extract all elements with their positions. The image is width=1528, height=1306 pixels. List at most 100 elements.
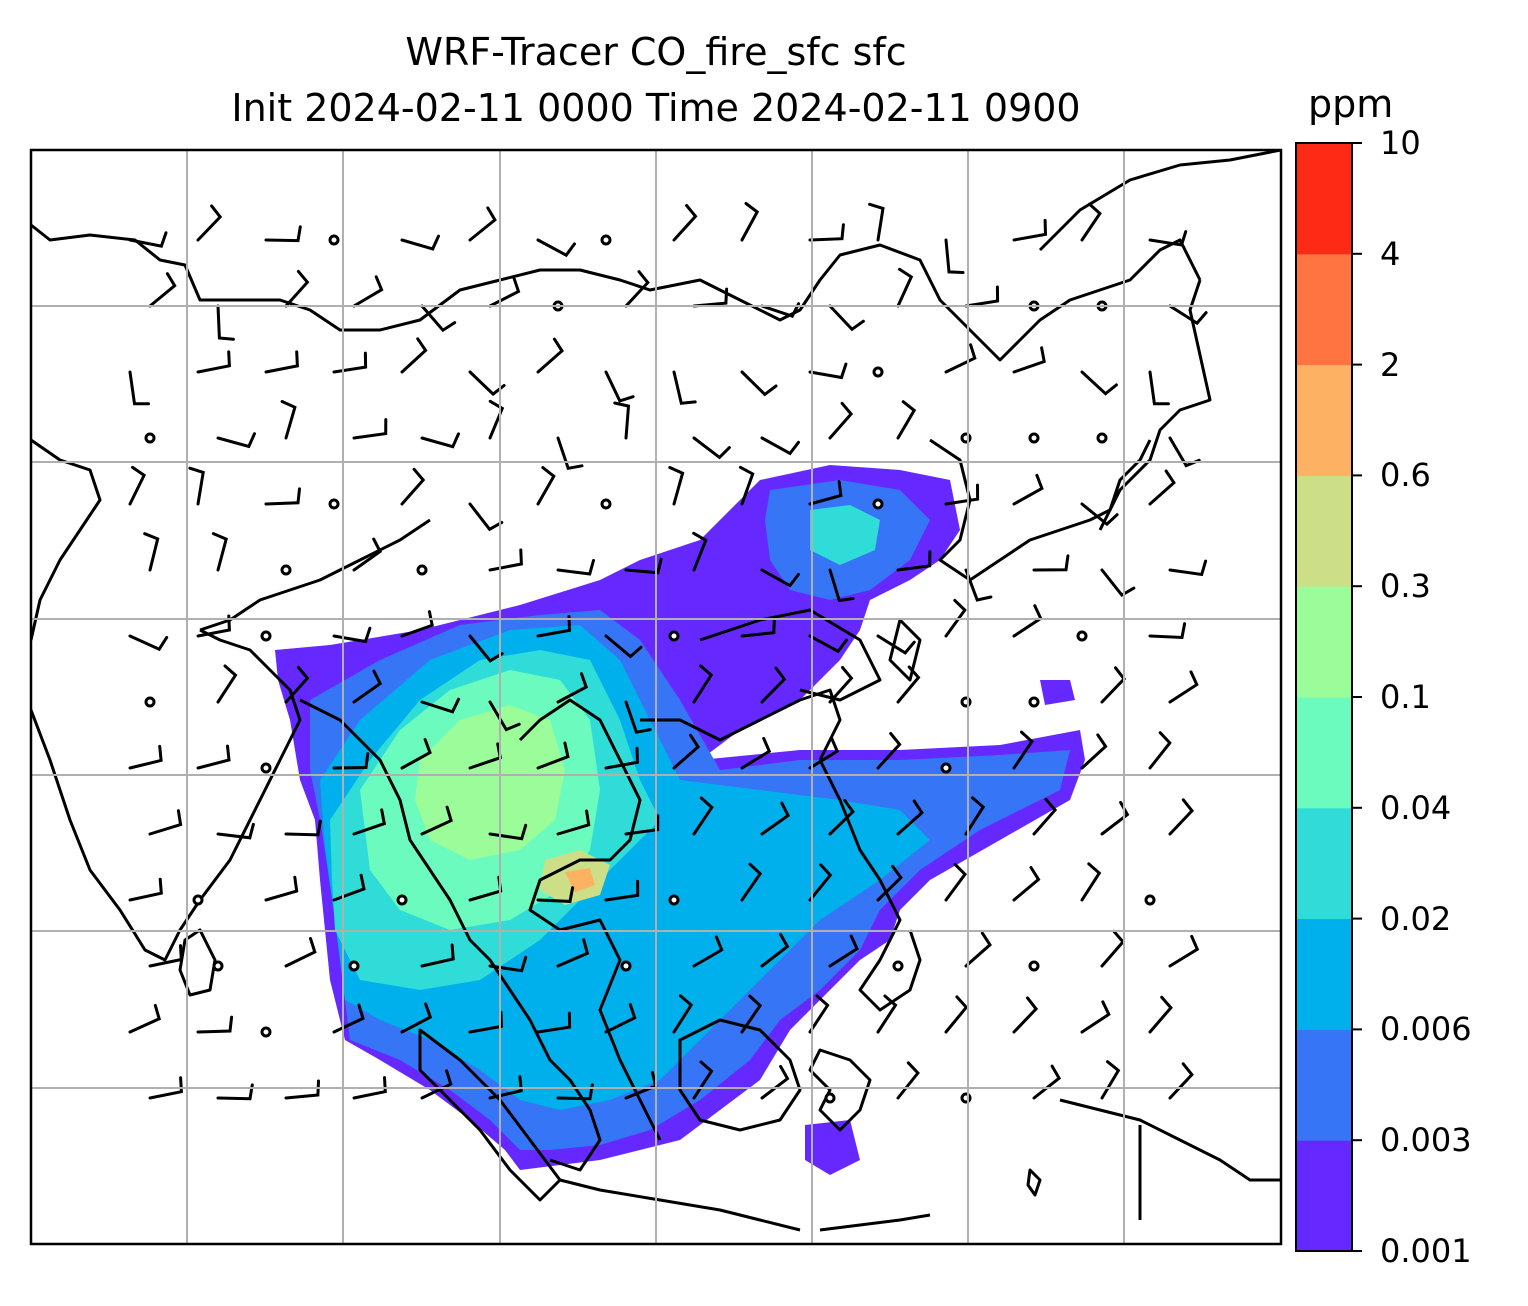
co-plume xyxy=(275,465,1085,1175)
wind-barb xyxy=(1080,733,1108,770)
wind-barb xyxy=(284,1079,320,1100)
calm-circle xyxy=(144,696,156,708)
wind-barb xyxy=(216,1083,254,1101)
wind-barb xyxy=(760,1064,790,1100)
wind-barb xyxy=(808,362,848,380)
wind-barb xyxy=(1080,202,1102,242)
wind-barb xyxy=(868,202,885,242)
wind-barb xyxy=(692,935,724,968)
wind-barb xyxy=(1012,996,1039,1034)
wind-barb xyxy=(488,548,523,572)
colorbar-segment xyxy=(1296,586,1352,698)
wind-barb xyxy=(1100,568,1136,598)
calm-circle xyxy=(328,498,340,510)
wind-barb xyxy=(876,994,898,1034)
colorbar-tick-label: 0.006 xyxy=(1380,1010,1472,1049)
wind-barb xyxy=(488,700,521,732)
calm-circle xyxy=(940,762,952,774)
wind-barb xyxy=(128,877,163,902)
wind-barb xyxy=(400,337,428,374)
plume-level-8 xyxy=(565,868,595,892)
wind-barb xyxy=(488,399,505,440)
coast-philippines xyxy=(818,759,922,1012)
wind-barb xyxy=(668,466,685,506)
wind-barb xyxy=(352,669,383,704)
coast-timor xyxy=(819,1213,931,1232)
coast-lesser-islands xyxy=(1026,1168,1042,1197)
wind-barb xyxy=(1148,469,1176,506)
wind-barb xyxy=(604,1003,637,1034)
coast-borneo xyxy=(678,1018,802,1132)
wind-barb xyxy=(692,436,731,460)
wind-barb xyxy=(964,568,993,602)
wind-barb xyxy=(1012,604,1043,638)
wind-barb xyxy=(740,736,772,770)
wind-barb xyxy=(1080,370,1118,396)
wind-barb xyxy=(740,202,760,242)
wind-barb xyxy=(556,809,591,836)
colorbar-segment xyxy=(1296,364,1352,476)
wind-barb xyxy=(148,272,177,308)
wind-barb xyxy=(400,610,434,638)
wind-barb xyxy=(1012,346,1046,374)
colorbar-frame xyxy=(1295,142,1353,1252)
wind-barb xyxy=(1032,554,1070,572)
wind-barb xyxy=(420,943,455,968)
wind-barb xyxy=(536,741,570,770)
wind-barb xyxy=(536,1011,572,1034)
wind-barb xyxy=(692,664,714,704)
wind-barb xyxy=(760,568,800,588)
coast-india-west xyxy=(31,438,102,641)
wind-barb xyxy=(148,809,183,836)
wind-barb xyxy=(828,568,855,603)
wind-barb xyxy=(556,672,589,704)
wind-barb xyxy=(420,1069,453,1100)
wind-barb xyxy=(944,598,967,638)
wind-barb xyxy=(556,559,595,576)
wind-barb xyxy=(738,465,755,506)
wind-barb xyxy=(760,801,791,836)
wind-barb xyxy=(944,862,967,902)
wind-barb xyxy=(740,862,763,902)
coast-indochina xyxy=(518,698,662,1141)
wind-barb xyxy=(216,432,256,449)
wind-barb xyxy=(692,531,708,572)
wind-barb xyxy=(128,370,150,406)
calm-circle xyxy=(144,432,156,444)
wind-barb xyxy=(1168,934,1200,968)
colorbar-segment xyxy=(1296,253,1352,366)
wind-barb xyxy=(604,746,640,770)
wind-barb xyxy=(556,938,590,968)
wind-barb xyxy=(604,879,640,902)
coast-java xyxy=(559,1178,801,1232)
wind-barb xyxy=(400,1002,433,1034)
wind-barb xyxy=(760,932,790,968)
wind-barb xyxy=(760,666,787,704)
wind-barb xyxy=(264,487,301,506)
wind-barb xyxy=(672,370,697,405)
coast-north-china xyxy=(31,223,1202,362)
colorbar-segment xyxy=(1296,697,1352,809)
wind-barb xyxy=(896,799,924,836)
wind-barb xyxy=(264,350,299,374)
wind-barb xyxy=(196,1015,234,1034)
calm-circle xyxy=(348,960,360,972)
wind-barb xyxy=(624,700,652,734)
calm-circle xyxy=(328,234,340,246)
wind-barb xyxy=(1012,866,1041,902)
wind-barb xyxy=(808,994,830,1034)
calm-circle xyxy=(416,564,428,576)
wind-barb xyxy=(128,465,147,506)
wind-barb xyxy=(332,752,370,770)
calm-circle xyxy=(620,960,632,972)
coast-new-guinea xyxy=(1059,1098,1281,1182)
wind-barb xyxy=(624,270,650,308)
colorbar-tick-label: 2 xyxy=(1380,345,1401,384)
wind-barb xyxy=(740,994,763,1034)
wind-barb xyxy=(944,343,977,374)
wind-barb xyxy=(828,304,865,332)
colorbar-tick-label: 0.001 xyxy=(1380,1232,1472,1270)
wind-barb xyxy=(604,634,643,659)
wind-barbs xyxy=(128,202,1208,1101)
wind-barb xyxy=(964,796,986,836)
